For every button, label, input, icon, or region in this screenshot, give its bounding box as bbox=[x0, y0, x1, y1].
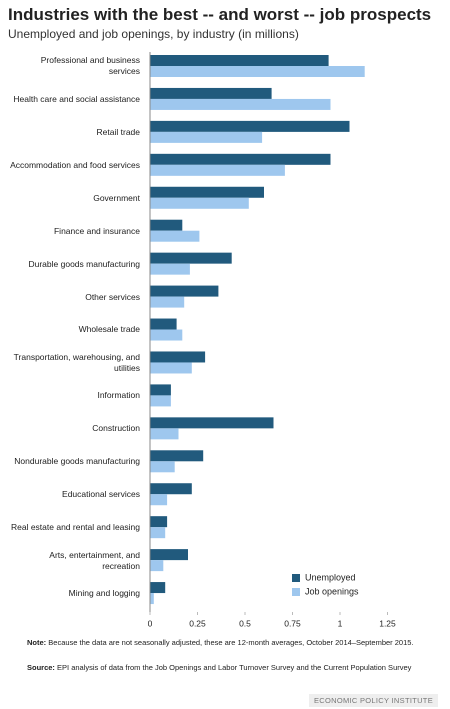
bar bbox=[150, 582, 166, 594]
x-tick-label: 0 bbox=[148, 618, 153, 628]
bar bbox=[150, 164, 285, 176]
source: Source: EPI analysis of data from the Jo… bbox=[27, 663, 427, 673]
category-label: Information bbox=[97, 390, 140, 401]
bar bbox=[150, 98, 331, 110]
chart-subtitle: Unemployed and job openings, by industry… bbox=[8, 27, 299, 41]
bar bbox=[150, 593, 154, 605]
bar bbox=[150, 417, 274, 429]
bar bbox=[150, 516, 168, 528]
bar bbox=[150, 494, 168, 506]
category-label: Health care and social assistance bbox=[13, 93, 140, 104]
bar bbox=[150, 483, 192, 495]
bar bbox=[150, 395, 171, 407]
bar bbox=[150, 318, 177, 330]
bar bbox=[150, 153, 331, 165]
bar bbox=[150, 527, 166, 539]
note: Note: Because the data are not seasonall… bbox=[27, 638, 427, 648]
x-tick-label: 0.75 bbox=[284, 618, 301, 628]
bar bbox=[150, 131, 263, 143]
source-label: Source: bbox=[27, 663, 55, 672]
bar bbox=[150, 263, 190, 275]
bar bbox=[150, 428, 179, 440]
x-tick-label: 0.5 bbox=[239, 618, 251, 628]
bar bbox=[150, 285, 219, 297]
category-label: Professional and business services bbox=[40, 55, 140, 77]
category-label: Mining and logging bbox=[68, 588, 140, 599]
category-label: Arts, entertainment, and recreation bbox=[49, 549, 140, 571]
category-label: Transportation, warehousing, and utiliti… bbox=[13, 351, 140, 373]
bar bbox=[150, 186, 264, 198]
category-label: Real estate and rental and leasing bbox=[10, 522, 140, 533]
bar bbox=[150, 560, 164, 572]
category-label: Accommodation and food services bbox=[10, 159, 140, 170]
note-text: Because the data are not seasonally adju… bbox=[48, 638, 414, 647]
bar bbox=[150, 450, 204, 462]
category-label: Wholesale trade bbox=[78, 324, 140, 335]
category-label: Educational services bbox=[62, 489, 140, 500]
bar bbox=[150, 230, 200, 242]
category-label: Other services bbox=[85, 291, 140, 302]
category-label: Durable goods manufacturing bbox=[28, 258, 140, 269]
chart-title: Industries with the best -- and worst --… bbox=[8, 5, 432, 24]
bar bbox=[150, 55, 329, 66]
legend-swatch bbox=[292, 574, 300, 582]
legend-label: Unemployed bbox=[305, 572, 356, 582]
category-label: Retail trade bbox=[96, 126, 140, 137]
legend-swatch bbox=[292, 588, 300, 596]
legend-label: Job openings bbox=[305, 586, 359, 596]
bar bbox=[150, 296, 185, 308]
bar bbox=[150, 351, 206, 363]
bar bbox=[150, 219, 183, 231]
bar bbox=[150, 120, 350, 132]
source-text: EPI analysis of data from the Job Openin… bbox=[57, 663, 412, 672]
category-label: Government bbox=[93, 192, 140, 203]
category-label: Finance and insurance bbox=[53, 225, 140, 236]
category-label: Construction bbox=[92, 423, 140, 434]
bar bbox=[150, 252, 232, 264]
bar bbox=[150, 461, 175, 473]
category-label: Nondurable goods manufacturing bbox=[14, 456, 140, 467]
x-tick-label: 0.25 bbox=[189, 618, 206, 628]
bar bbox=[150, 87, 272, 99]
bar bbox=[150, 197, 249, 209]
credit: ECONOMIC POLICY INSTITUTE bbox=[308, 694, 438, 707]
x-tick-label: 1.25 bbox=[379, 618, 396, 628]
x-tick-label: 1 bbox=[338, 618, 343, 628]
bar bbox=[150, 384, 171, 396]
note-label: Note: bbox=[27, 638, 47, 647]
bar bbox=[150, 329, 183, 341]
bar bbox=[150, 362, 192, 374]
bar bbox=[150, 66, 365, 77]
bar bbox=[150, 549, 188, 561]
